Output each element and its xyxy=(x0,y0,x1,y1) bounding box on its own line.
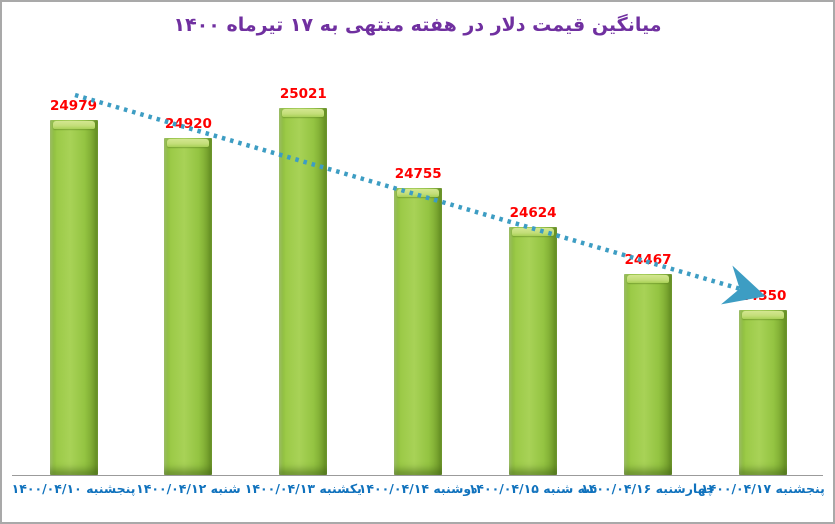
value-label-7: 24350 xyxy=(739,287,787,304)
value-label-1: 24979 xyxy=(50,98,97,115)
bar-1 xyxy=(49,120,98,475)
x-axis-label-7: پنجشنبه ۱۴۰۰/۰۴/۱۷ xyxy=(700,481,825,496)
bar-3 xyxy=(279,107,328,475)
value-label-6: 24467 xyxy=(624,252,672,269)
chart-title: میانگین قیمت دلار در هفته منتهی به ۱۷ تی… xyxy=(173,14,662,36)
value-label-2: 24920 xyxy=(164,116,212,133)
value-label-4: 24755 xyxy=(394,165,442,182)
bar-6 xyxy=(624,274,672,475)
bar-4 xyxy=(394,187,443,475)
x-axis-label-5: سه شنبه ۱۴۰۰/۰۴/۱۵ xyxy=(468,481,598,496)
bar-5 xyxy=(509,227,558,475)
bar-2 xyxy=(164,138,213,475)
x-axis-label-4: دوشنبه ۱۴۰۰/۰۴/۱۴ xyxy=(358,481,478,496)
x-axis-label-3: یکشنبه ۱۴۰۰/۰۴/۱۳ xyxy=(244,481,362,496)
value-label-3: 25021 xyxy=(279,85,327,102)
bar-7 xyxy=(738,309,787,475)
x-axis-label-2: شنبه ۱۴۰۰/۰۴/۱۲ xyxy=(136,481,241,496)
x-axis-label-6: چهارشنبه ۱۴۰۰/۰۴/۱۶ xyxy=(581,481,715,496)
x-axis-line xyxy=(12,475,823,476)
x-axis-label-1: پنجشنبه ۱۴۰۰/۰۴/۱۰ xyxy=(11,481,136,496)
value-label-5: 24624 xyxy=(509,205,557,222)
